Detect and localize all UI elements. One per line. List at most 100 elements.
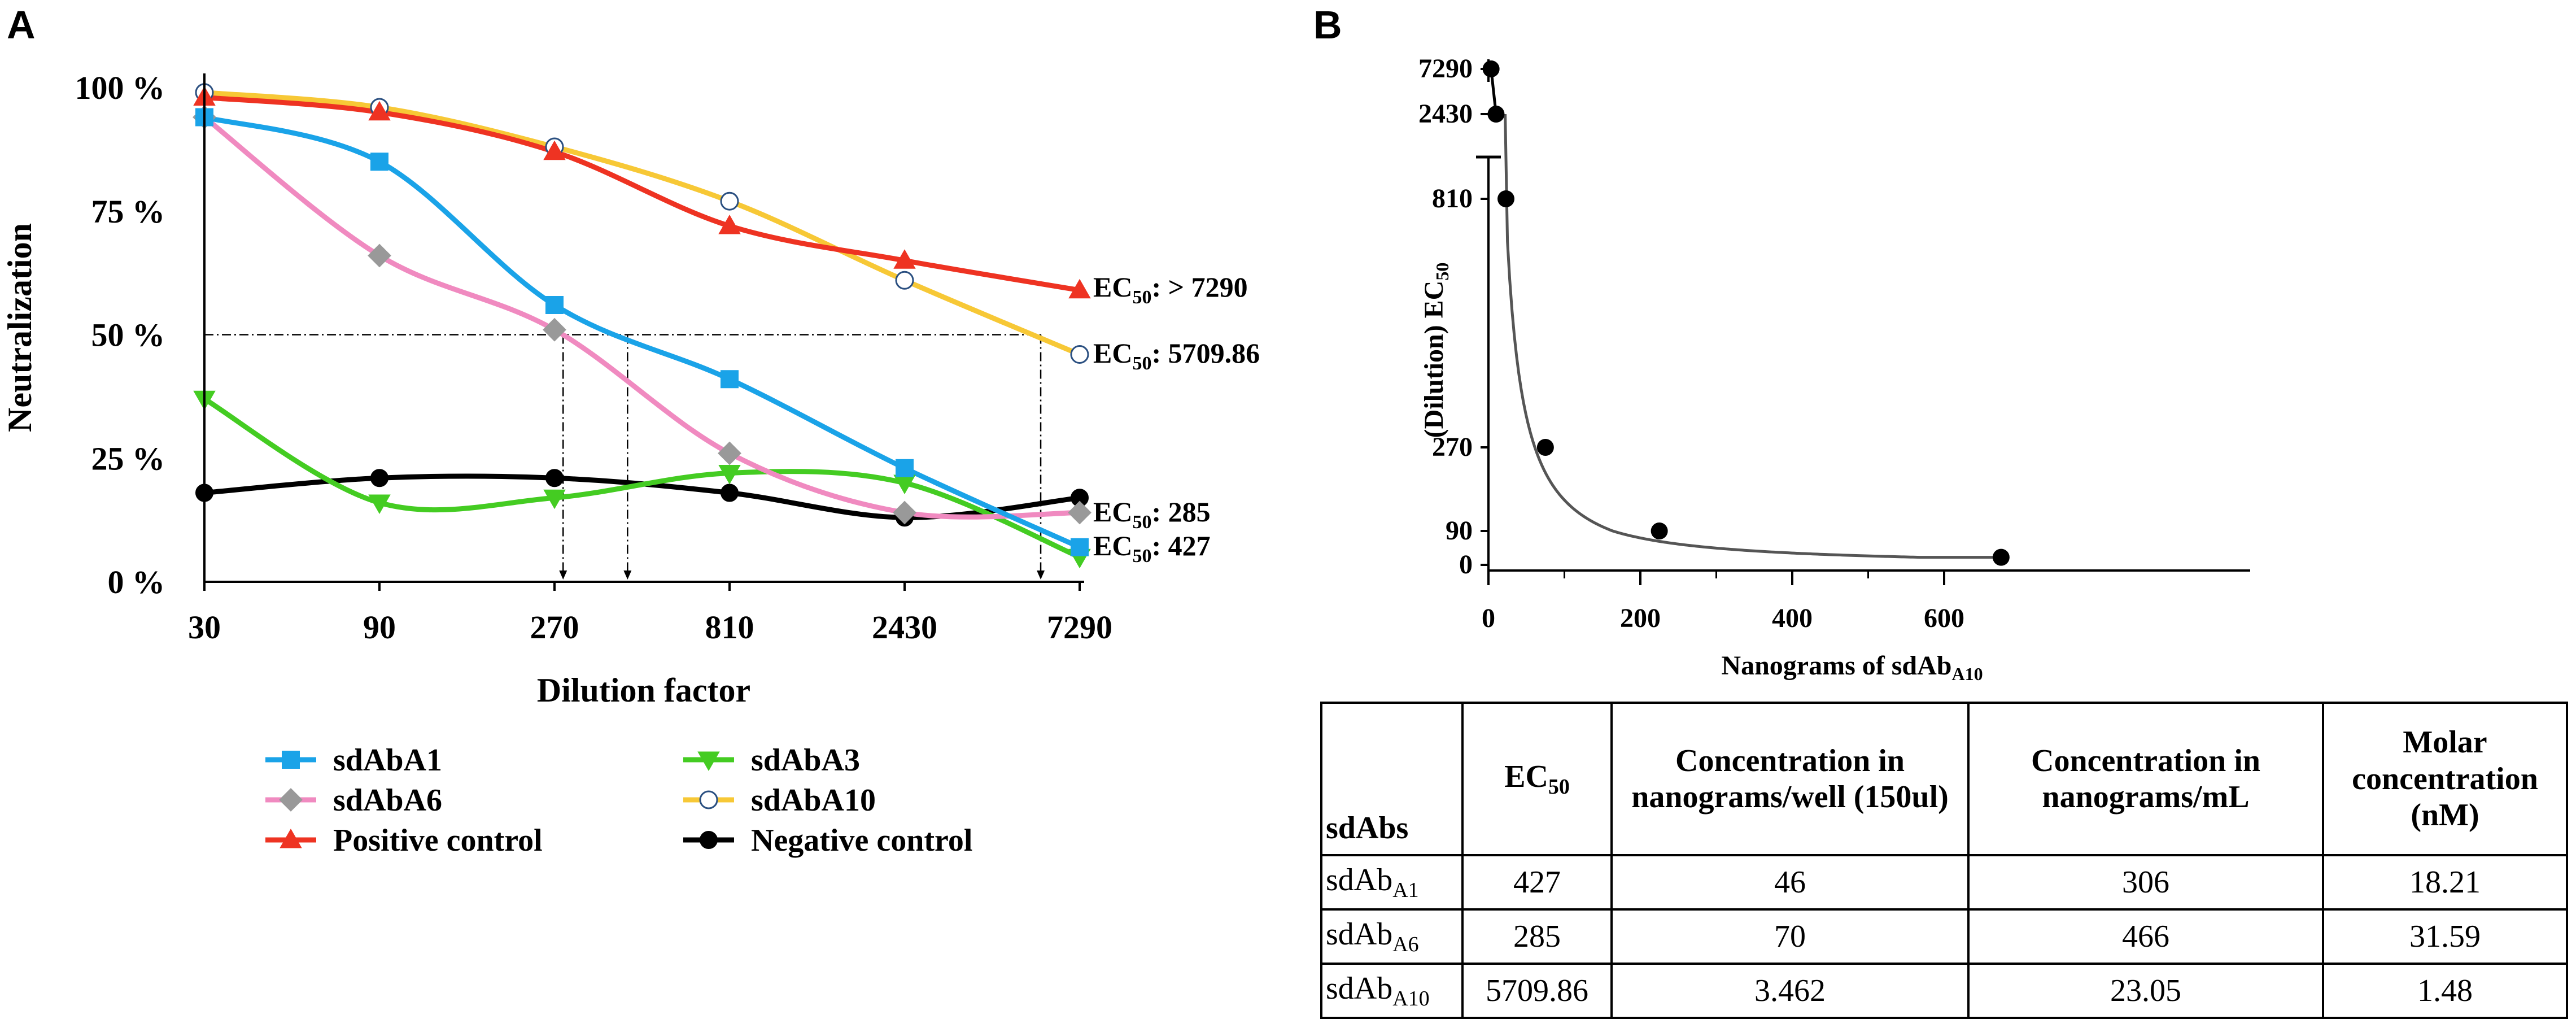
header-ng-per-well: Concentration in nanograms/well (150ul): [1610, 702, 1970, 856]
x-tick-label: 2430: [872, 609, 937, 646]
ec50-arrowhead: [623, 571, 632, 580]
y-tick-label: 0 %: [108, 564, 165, 600]
series-line-sdaba6: [202, 115, 1082, 520]
data-point: [545, 296, 564, 314]
ec50-annotation-sdaba1: EC50: 427: [1093, 530, 1211, 567]
legend-label: sdAbA1: [333, 743, 442, 778]
y-axis-label: (Dilution) EC50: [1419, 263, 1452, 438]
y-axis-label: Neutralization: [1, 223, 38, 432]
y-tick-label: 90: [1446, 516, 1473, 546]
series-line-positive-control: [202, 95, 1082, 293]
cell-ng-well: 70: [1610, 908, 1970, 965]
cell-ng-well: 46: [1610, 854, 1970, 911]
x-axis-label: Nanograms of sdAbA10: [1721, 651, 1983, 684]
table-row: sdAbA6 285 70 466 31.59: [1320, 908, 2568, 965]
y-tick-label: 25 %: [91, 440, 165, 477]
series-line-sdaba10: [202, 90, 1082, 357]
legend-label: sdAbA10: [751, 783, 876, 818]
table-header-row: sdAbs EC50 Concentration in nanograms/we…: [1320, 702, 2568, 856]
data-point: [718, 441, 741, 465]
y-tick-label: 810: [1432, 184, 1473, 214]
y-tick-labels: 0 90 270 810 2430 7290: [1418, 54, 1488, 580]
y-tick-label: 2430: [1418, 99, 1473, 129]
cell-ng-ml: 466: [1967, 908, 2324, 965]
data-point: [1068, 278, 1091, 299]
cell-molar: 31.59: [2322, 908, 2568, 965]
legend-marker: [282, 751, 300, 769]
legend-marker: [700, 831, 718, 849]
y-tick-label: 270: [1432, 432, 1473, 462]
cell-ng-ml: 306: [1967, 854, 2324, 911]
cell-ng-well: 3.462: [1610, 963, 1970, 1019]
x-axis-label: Dilution factor: [537, 672, 750, 709]
cell-ec50: 427: [1461, 854, 1613, 911]
x-tick-label: 200: [1620, 603, 1661, 633]
legend-marker: [279, 788, 303, 812]
x-tick-label: 30: [188, 609, 221, 646]
fit-curve: [1504, 114, 2000, 559]
data-point: [1070, 345, 1089, 364]
legend-label: Negative control: [751, 823, 972, 858]
data-point: [1497, 190, 1515, 207]
x-tick-label: 600: [1924, 603, 1964, 633]
data-point: [543, 140, 566, 160]
ec50-arrowhead: [559, 571, 567, 580]
data-point: [895, 271, 914, 290]
x-tick-label: 270: [530, 609, 579, 646]
cell-ec50: 285: [1461, 908, 1613, 965]
chart-axes: [1476, 59, 2250, 572]
data-point: [370, 469, 388, 487]
header-ec50: EC50: [1461, 702, 1613, 856]
x-tick-label: 7290: [1047, 609, 1112, 646]
data-point: [368, 101, 391, 121]
data-point: [893, 500, 916, 525]
legend-marker: [280, 828, 302, 848]
panel-b-letter: B: [1313, 3, 1342, 47]
row-name: sdAbA6: [1320, 908, 1464, 965]
y-tick-label: 75 %: [91, 193, 165, 230]
legend-label: sdAbA6: [333, 783, 442, 818]
data-point: [718, 465, 741, 485]
data-point: [1992, 548, 2010, 566]
x-tick-labels: 30 90 270 810 2430 7290: [188, 582, 1112, 646]
legend-marker: [699, 790, 718, 809]
y-tick-label: 50 %: [91, 317, 165, 354]
chart-axes: [203, 73, 1084, 583]
data-point: [721, 370, 739, 389]
data-point: [1071, 538, 1089, 556]
x-tick-label: 90: [363, 609, 396, 646]
data-points: [1482, 60, 2010, 566]
panel-a-letter: A: [7, 3, 36, 47]
ec50-annotation-sdaba10: EC50: 5709.86: [1093, 337, 1260, 374]
cell-ec50: 5709.86: [1461, 963, 1613, 1019]
table-row: sdAbA1 427 46 306 18.21: [1320, 854, 2568, 911]
ec50-summary-table: sdAbs EC50 Concentration in nanograms/we…: [1320, 702, 2568, 1019]
row-name: sdAbA1: [1320, 854, 1464, 911]
data-point: [718, 214, 741, 234]
data-point: [1068, 500, 1091, 525]
chart-series: [193, 83, 1091, 569]
legend-label: sdAbA3: [751, 743, 860, 778]
x-tick-label: 0: [1482, 603, 1495, 633]
legend-label: Positive control: [333, 823, 543, 858]
data-point: [543, 317, 566, 342]
ec50-guide-lines: [204, 334, 1045, 580]
header-ng-per-ml: Concentration in nanograms/mL: [1967, 702, 2324, 856]
cell-molar: 18.21: [2322, 854, 2568, 911]
neutralization-line-chart: 0 %25 %50 %75 %100 % 30 90 270 810 2430 7290 …: [1, 69, 1260, 858]
data-point: [370, 153, 388, 171]
data-point: [545, 469, 564, 487]
data-point: [721, 484, 739, 502]
data-point: [368, 243, 391, 268]
legend-marker: [697, 751, 720, 772]
ec50-annotation-positive-control: EC50: > 7290: [1093, 271, 1248, 308]
cell-ng-ml: 23.05: [1967, 963, 2324, 1019]
data-point: [893, 249, 916, 269]
data-point: [368, 494, 391, 515]
data-point: [1651, 522, 1668, 539]
x-tick-label: 810: [705, 609, 754, 646]
header-molar: Molar concentration (nM): [2322, 702, 2568, 856]
series-line-sdaba3: [202, 396, 1082, 560]
x-tick-labels: 0 200 400 600: [1482, 571, 1964, 633]
